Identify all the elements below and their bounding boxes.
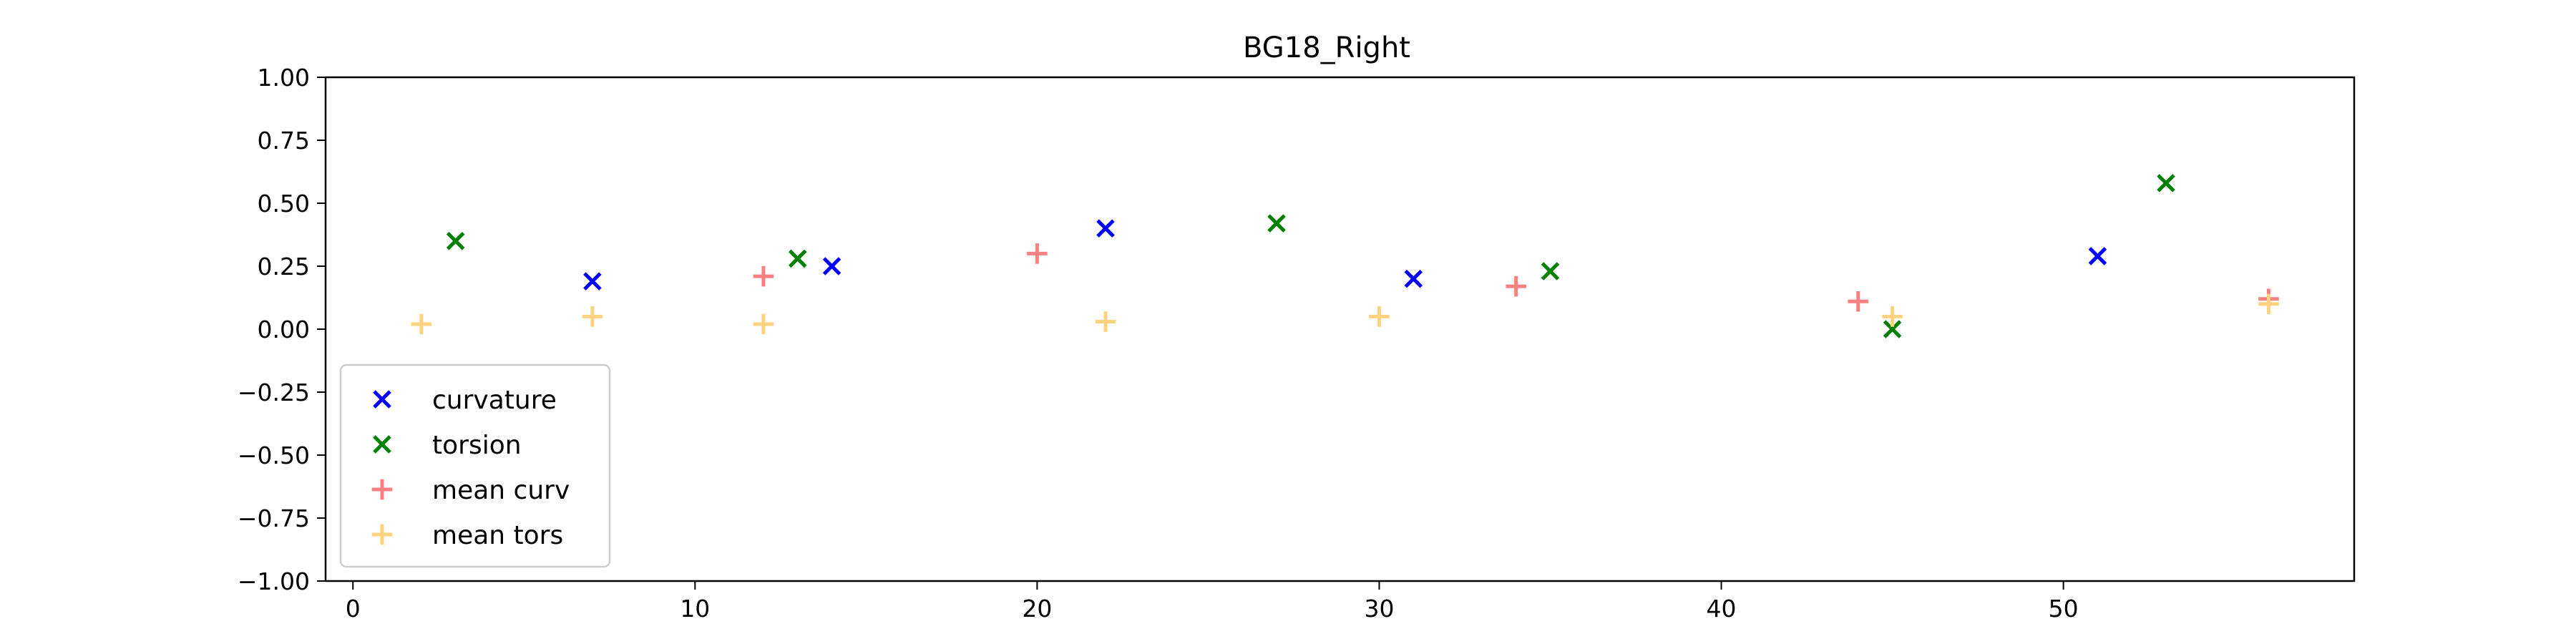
point-mean-tors-6 [2258, 293, 2279, 315]
point-mean-curv-3 [1848, 291, 1869, 312]
legend-marker-curvature [373, 390, 391, 409]
chart-title: BG18_Right [1243, 31, 1410, 64]
point-torsion-3 [1541, 262, 1560, 280]
legend-label-curvature: curvature [432, 386, 557, 415]
point-curvature-4 [2088, 247, 2107, 265]
y-tick-label-4: 0.00 [258, 316, 310, 343]
legend-label-mean-curv: mean curv [432, 476, 570, 505]
legend-marker-mean-tors [371, 524, 393, 545]
y-tick-label-8: −1.00 [238, 567, 310, 595]
y-tick-label-6: −0.50 [238, 441, 310, 469]
x-tick-label-0: 0 [346, 595, 361, 623]
x-tick-label-40: 40 [1707, 595, 1737, 623]
y-tick-label-2: 0.50 [258, 190, 310, 218]
point-mean-tors-2 [753, 313, 774, 335]
point-mean-tors-5 [1882, 306, 1903, 327]
point-mean-tors-1 [582, 306, 603, 327]
point-mean-tors-4 [1369, 306, 1390, 327]
point-curvature-1 [822, 257, 841, 275]
y-axis: 1.00 0.75 0.50 0.25 0.00 −0.25 −0.50 −0.75 −1.00 [238, 64, 326, 595]
y-tick-label-1: 0.75 [258, 127, 310, 155]
y-tick-label-0: 1.00 [258, 64, 310, 92]
point-curvature-2 [1096, 219, 1115, 238]
point-torsion-4 [1883, 320, 1902, 338]
x-axis: 0 10 20 30 40 50 [346, 581, 2079, 623]
point-mean-tors-3 [1095, 311, 1116, 332]
y-tick-label-3: 0.25 [258, 253, 310, 280]
x-tick-label-30: 30 [1364, 595, 1394, 623]
series-curvature [583, 219, 2107, 291]
plot-area [324, 76, 2356, 582]
x-tick-label-50: 50 [2049, 595, 2079, 623]
point-torsion-5 [2157, 174, 2175, 192]
legend-marker-mean-curv [371, 479, 393, 500]
legend: curvature torsion mean curv mean tors [339, 364, 611, 568]
point-mean-tors-0 [411, 313, 432, 335]
legend-label-torsion: torsion [432, 431, 522, 460]
legend-marker-torsion [373, 435, 391, 454]
x-tick-label-10: 10 [680, 595, 710, 623]
legend-label-mean-tors: mean tors [432, 521, 563, 550]
point-curvature-0 [583, 272, 602, 291]
point-torsion-1 [788, 249, 807, 268]
point-torsion-0 [446, 232, 465, 250]
series-mean-curv [753, 243, 2279, 312]
point-torsion-2 [1267, 214, 1286, 233]
series-mean-tors [411, 293, 2279, 335]
axes-frame [324, 76, 2356, 582]
x-tick-label-20: 20 [1022, 595, 1052, 623]
legend-box [339, 364, 611, 568]
series-torsion [446, 174, 2175, 338]
point-mean-curv-1 [1027, 243, 1048, 264]
y-tick-label-7: −0.75 [238, 504, 310, 532]
point-mean-curv-0 [753, 265, 774, 287]
point-curvature-3 [1404, 269, 1423, 288]
y-tick-label-5: −0.25 [238, 379, 310, 406]
point-mean-curv-2 [1506, 275, 1527, 297]
